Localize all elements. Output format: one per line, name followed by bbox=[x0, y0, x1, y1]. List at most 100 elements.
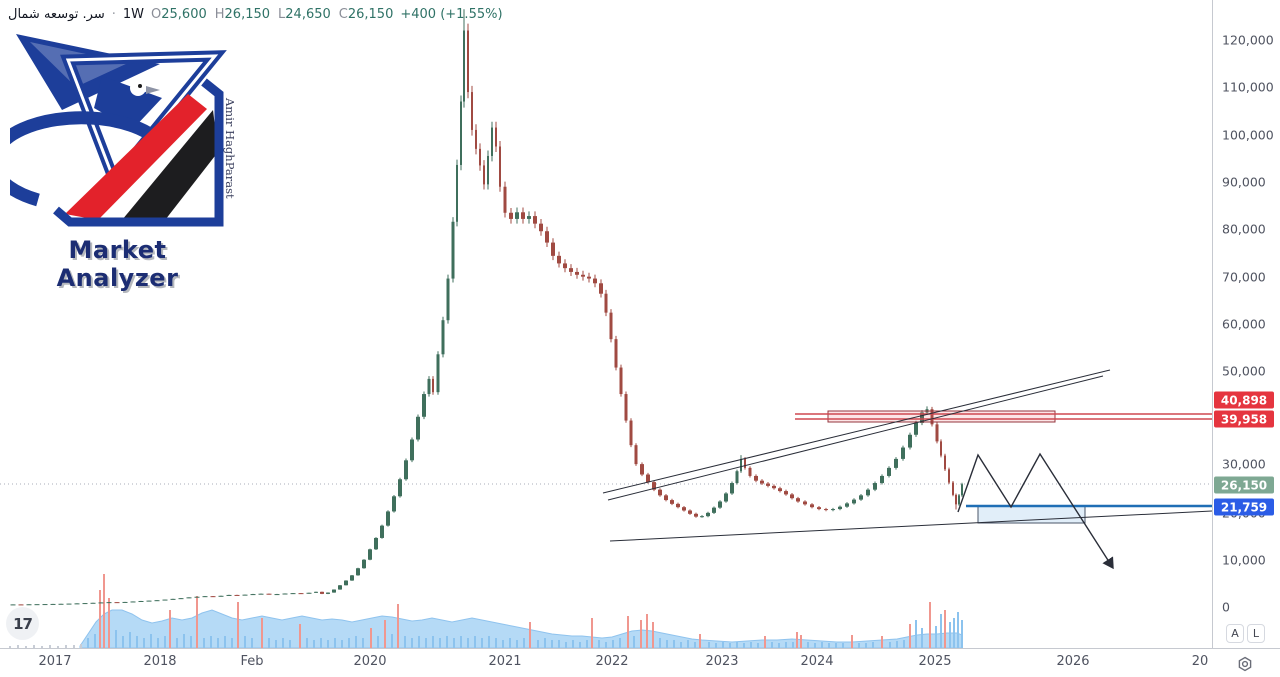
candle-body bbox=[404, 460, 408, 480]
market-analyzer-logo: Amir HaghParast Market Analyzer bbox=[0, 28, 238, 292]
candle-body bbox=[772, 485, 776, 489]
volume-bar bbox=[858, 643, 860, 648]
candle-body bbox=[587, 276, 591, 279]
volume-bar bbox=[320, 638, 322, 648]
candle-body bbox=[593, 278, 597, 284]
candle-body bbox=[432, 378, 434, 393]
candle-body bbox=[380, 525, 384, 538]
volume-bar bbox=[362, 638, 364, 648]
candle-body bbox=[629, 420, 633, 446]
candle-body bbox=[784, 491, 788, 495]
candle-body bbox=[894, 458, 898, 468]
time-tick-label: 2018 bbox=[143, 654, 177, 669]
projection-zigzag-arrow bbox=[957, 452, 1114, 570]
price-tick-label: 100,000 bbox=[1222, 127, 1274, 143]
volume-bar bbox=[915, 620, 917, 648]
volume-bar bbox=[391, 634, 393, 648]
time-tick-label: 2026 bbox=[1056, 654, 1090, 669]
candle-body bbox=[901, 447, 905, 459]
candle-body bbox=[948, 469, 950, 483]
volume-bar bbox=[377, 636, 379, 648]
volume-bar bbox=[143, 638, 145, 648]
volume-bar bbox=[935, 626, 937, 648]
candle-body bbox=[467, 30, 469, 93]
ohlc-pair: H26,150 bbox=[214, 6, 271, 22]
symbol-name[interactable]: سر. توسعه شمال bbox=[8, 6, 105, 22]
log-scale-button[interactable]: L bbox=[1247, 624, 1265, 643]
time-tick-label: 2022 bbox=[595, 654, 629, 669]
candle-body bbox=[130, 601, 136, 603]
volume-bar bbox=[157, 638, 159, 648]
symbol-legend: سر. توسعه شمال · 1W O25,600 H26,150 L24,65… bbox=[8, 5, 503, 23]
volume-bar bbox=[842, 643, 844, 648]
volume-bar bbox=[940, 614, 942, 648]
candle-body bbox=[930, 409, 934, 425]
volume-bar bbox=[872, 642, 874, 648]
volume-bar bbox=[41, 646, 43, 648]
candle-body bbox=[471, 92, 473, 130]
candle-body bbox=[138, 600, 144, 602]
price-badge: 39,958 bbox=[1214, 410, 1274, 428]
candle-body bbox=[58, 603, 64, 605]
timeframe-label[interactable]: 1W bbox=[122, 6, 145, 22]
candle-body bbox=[456, 164, 458, 222]
volume-bar bbox=[835, 643, 837, 648]
candle-body bbox=[416, 416, 420, 440]
volume-bar bbox=[673, 640, 675, 648]
volume-bar bbox=[646, 614, 648, 648]
candle-body bbox=[218, 595, 224, 597]
candlestick-chart-canvas[interactable] bbox=[0, 0, 1212, 648]
volume-bar bbox=[715, 643, 717, 648]
candle-body bbox=[575, 271, 579, 275]
volume-bar bbox=[957, 612, 959, 648]
eagle-emblem-icon: Amir HaghParast bbox=[0, 34, 237, 227]
candle-body bbox=[664, 495, 668, 501]
volume-bar bbox=[961, 620, 963, 648]
time-tick-label: 2023 bbox=[705, 654, 739, 669]
volume-bar bbox=[903, 640, 905, 648]
candle-body bbox=[682, 507, 686, 511]
price-tick-label: 80,000 bbox=[1222, 221, 1266, 237]
volume-bar bbox=[796, 632, 798, 648]
candle-body bbox=[760, 480, 764, 484]
volume-bar bbox=[694, 642, 696, 648]
time-axis[interactable]: 2017 2018 Feb 2020 2021 2022 2023 2024 2025 2026 2… bbox=[0, 649, 1212, 677]
volume-bar bbox=[190, 636, 192, 648]
candle-body bbox=[483, 165, 485, 185]
candle-body bbox=[700, 516, 704, 518]
candle-body bbox=[106, 602, 112, 604]
auto-scale-button[interactable]: A bbox=[1226, 624, 1244, 643]
candle-body bbox=[796, 498, 800, 502]
candle-body bbox=[866, 489, 870, 496]
volume-bar bbox=[652, 622, 654, 648]
candle-body bbox=[670, 500, 674, 504]
candle-body bbox=[515, 212, 519, 219]
price-axis[interactable]: 120,000 110,000 100,000 90,000 80,000 70,000 6… bbox=[1213, 0, 1280, 648]
candle-body bbox=[226, 594, 232, 596]
candle-body bbox=[551, 242, 555, 256]
candle-body bbox=[178, 598, 184, 600]
ohlc-pair: C26,150 bbox=[338, 6, 394, 22]
volume-bar bbox=[370, 628, 372, 648]
candle-body bbox=[356, 568, 360, 576]
volume-bar bbox=[439, 638, 441, 648]
candle-body bbox=[521, 212, 525, 219]
candle-body bbox=[34, 604, 40, 606]
time-tick-label: 2024 bbox=[800, 654, 834, 669]
candle-body bbox=[604, 293, 608, 313]
candle-body bbox=[446, 278, 450, 321]
candle-body bbox=[427, 378, 431, 395]
volume-bar bbox=[572, 640, 574, 648]
time-axis-settings-gear-icon[interactable] bbox=[1237, 656, 1253, 672]
time-tick-label: 2020 bbox=[353, 654, 387, 669]
volume-bar bbox=[334, 638, 336, 648]
volume-bar bbox=[224, 636, 226, 648]
volume-bar bbox=[929, 602, 931, 648]
candle-body bbox=[952, 482, 954, 495]
candle-body bbox=[880, 475, 884, 484]
candle-body bbox=[859, 495, 863, 500]
candle-body bbox=[914, 422, 918, 435]
volume-bar bbox=[591, 618, 593, 648]
candle-body bbox=[609, 312, 613, 340]
